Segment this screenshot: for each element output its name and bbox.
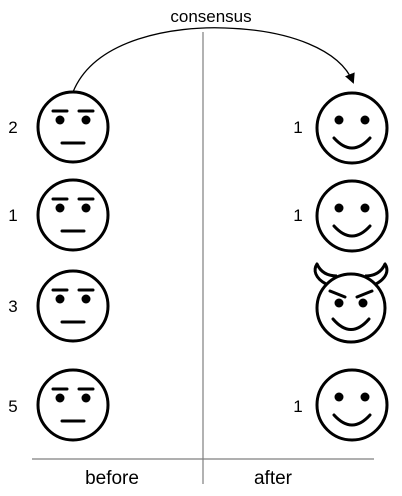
after-face-2: 1 — [293, 179, 389, 253]
before-count-1: 2 — [8, 118, 17, 137]
smiling-devil-face-icon — [313, 262, 389, 344]
after-count-2: 1 — [293, 206, 302, 225]
arrow-label: consensus — [170, 7, 251, 26]
smiling-face-icon — [315, 368, 389, 442]
column-label-before: before — [85, 468, 139, 489]
after-count-1: 1 — [293, 118, 302, 137]
after-face-4: 1 — [293, 368, 389, 442]
smiling-face-icon — [315, 91, 389, 165]
column-label-after: after — [254, 468, 293, 489]
after-face-1: 1 — [293, 91, 389, 165]
before-count-4: 5 — [8, 397, 17, 416]
after-column: 1 1 — [293, 91, 389, 442]
before-face-2: 1 — [8, 178, 110, 252]
after-face-3 — [313, 262, 389, 344]
neutral-face-icon — [36, 178, 110, 252]
before-face-3: 3 — [8, 269, 110, 343]
neutral-face-icon — [36, 90, 110, 164]
after-count-4: 1 — [293, 397, 302, 416]
before-count-2: 1 — [8, 206, 17, 225]
before-face-4: 5 — [8, 368, 110, 442]
before-count-3: 3 — [8, 297, 17, 316]
neutral-face-icon — [36, 269, 110, 343]
neutral-face-icon — [36, 368, 110, 442]
before-face-1: 2 — [8, 90, 110, 164]
consensus-arrow — [72, 27, 355, 93]
smiling-face-icon — [315, 179, 389, 253]
before-column: 2 1 3 — [8, 90, 110, 442]
